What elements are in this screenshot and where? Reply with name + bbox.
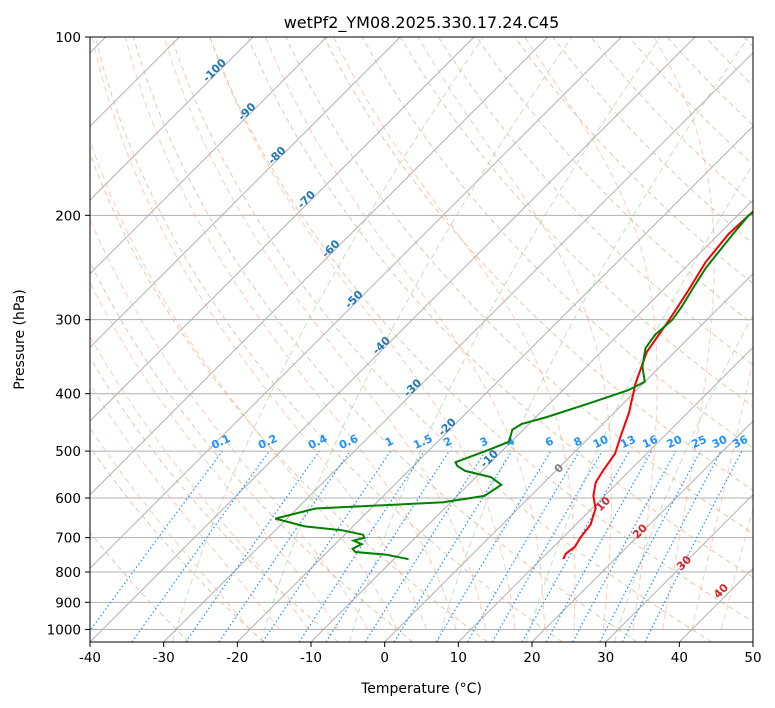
- mixing-ratio-line: [644, 450, 743, 642]
- dry-adiabat-line: [90, 531, 190, 642]
- moist-adiabat-line: [90, 138, 398, 630]
- wet-adiabat-line: [348, 37, 661, 642]
- moist-adiabat-line: [265, 37, 546, 630]
- mixing-ratio-label: 10: [591, 433, 611, 451]
- x-axis-label: Temperature (°C): [360, 681, 482, 697]
- y-tick-label: 900: [55, 595, 81, 611]
- mixing-ratio-label: 20: [665, 433, 685, 451]
- dry-adiabat-line: [399, 37, 753, 407]
- isotherm-line: [90, 37, 254, 201]
- isotherm-line: [90, 37, 549, 496]
- isotherm-line: [90, 37, 622, 570]
- temperature-profile-line: [562, 210, 753, 560]
- y-tick-label: 400: [55, 387, 81, 403]
- dry-adiabat-line: [90, 356, 339, 642]
- moist-adiabat-line: [653, 37, 715, 630]
- mixing-ratio-line: [325, 450, 450, 642]
- dry-adiabat-line: [361, 37, 753, 449]
- mixing-ratio-line: [545, 450, 653, 642]
- moist-adiabat-line: [125, 37, 457, 630]
- x-tick-label: 10: [450, 650, 467, 666]
- isotherm-line: [163, 51, 753, 642]
- x-tick-label: 40: [671, 650, 688, 666]
- isotherm-line: [236, 125, 753, 642]
- moist-adiabat-line: [90, 427, 251, 630]
- mixing-ratio-line: [298, 450, 425, 642]
- x-tick-label: -20: [226, 650, 248, 666]
- x-tick-label: 20: [523, 650, 540, 666]
- isotherm-line: [90, 37, 696, 642]
- dewpoint-profile-line: [275, 211, 753, 561]
- wet-adiabat-line: [614, 314, 753, 642]
- mixing-ratio-line: [185, 450, 320, 642]
- moist-adiabat-line: [417, 37, 613, 630]
- moist-adiabat-line: [90, 281, 339, 630]
- y-axis-label: Pressure (hPa): [12, 289, 28, 389]
- mixing-ratio-line: [572, 450, 677, 642]
- y-tick-label: 100: [55, 30, 81, 46]
- wet-adiabat-line: [260, 37, 573, 642]
- mixing-ratio-label: 36: [731, 433, 751, 451]
- dry-adiabat-line: [247, 37, 753, 578]
- wet-adiabat-line: [525, 163, 753, 642]
- moist-adiabat-line: [209, 37, 516, 630]
- dry-adiabat-line: [90, 446, 264, 642]
- x-tick-label: 50: [744, 650, 761, 666]
- isotherm-line: [90, 37, 328, 275]
- moist-adiabat-line: [163, 37, 487, 630]
- moist-adiabat-line: [524, 37, 658, 630]
- dry-adiabat-line: [94, 37, 563, 642]
- y-tick-label: 300: [55, 313, 81, 329]
- chart-title: wetPf2_YM08.2025.330.17.24.C45: [284, 13, 560, 33]
- axes: -40 -30 -20 -10 0 10 20 30 40 50 1000 900 800 700 600 5…: [47, 30, 762, 666]
- moist-adiabat-line: [720, 506, 753, 630]
- plot-area: 0.1 0.2 0.4 0.6 1 1.5 2 3 4 6 8 10 13 16 20 25 30 36-100-…: [90, 37, 753, 642]
- y-tick-label: 600: [55, 491, 81, 507]
- mixing-ratio-label: 13: [618, 433, 637, 451]
- mixing-ratio-line: [521, 450, 631, 642]
- x-tick-label: 30: [597, 650, 614, 666]
- moist-adiabat-line: [90, 383, 280, 630]
- x-tick-label: 0: [380, 650, 389, 666]
- y-tick-label: 700: [55, 531, 81, 547]
- y-tick-label: 500: [55, 444, 81, 460]
- mixing-ratio-label: 16: [640, 433, 660, 451]
- dry-adiabat-line: [90, 152, 488, 642]
- isotherm-line: [531, 420, 753, 642]
- isotherm-line: [457, 346, 753, 642]
- mixing-ratio-line: [218, 450, 351, 642]
- x-tick-label: -30: [153, 650, 175, 666]
- x-tick-label: -10: [300, 650, 322, 666]
- isotherm-line: [384, 272, 753, 642]
- mixing-ratio-line: [131, 450, 270, 642]
- plot-frame: [89, 36, 754, 643]
- wet-adiabat-line: [437, 37, 749, 642]
- mixing-ratio-label: 30: [710, 433, 730, 451]
- y-tick-label: 1000: [47, 622, 81, 638]
- y-tick-label: 800: [55, 565, 81, 581]
- x-tick-label: -40: [79, 650, 101, 666]
- mixing-ratio-line: [393, 450, 513, 642]
- mixing-ratio-line: [90, 450, 223, 632]
- dry-adiabat-line: [209, 37, 753, 623]
- mixing-ratio-line: [262, 450, 392, 642]
- isotherm-line: [90, 37, 401, 349]
- mixing-ratio-label: 25: [689, 433, 708, 451]
- isotherm-line: [90, 37, 475, 422]
- moist-adiabat-line: [90, 335, 310, 630]
- moist-adiabat-line: [691, 358, 753, 630]
- moist-adiabat-line: [91, 37, 428, 630]
- isotherm-line: [605, 493, 753, 642]
- moist-adiabat-line: [90, 218, 369, 630]
- y-tick-label: 200: [55, 208, 81, 224]
- dry-adiabat-line: [514, 37, 753, 285]
- wet-adiabat-line: [172, 37, 484, 642]
